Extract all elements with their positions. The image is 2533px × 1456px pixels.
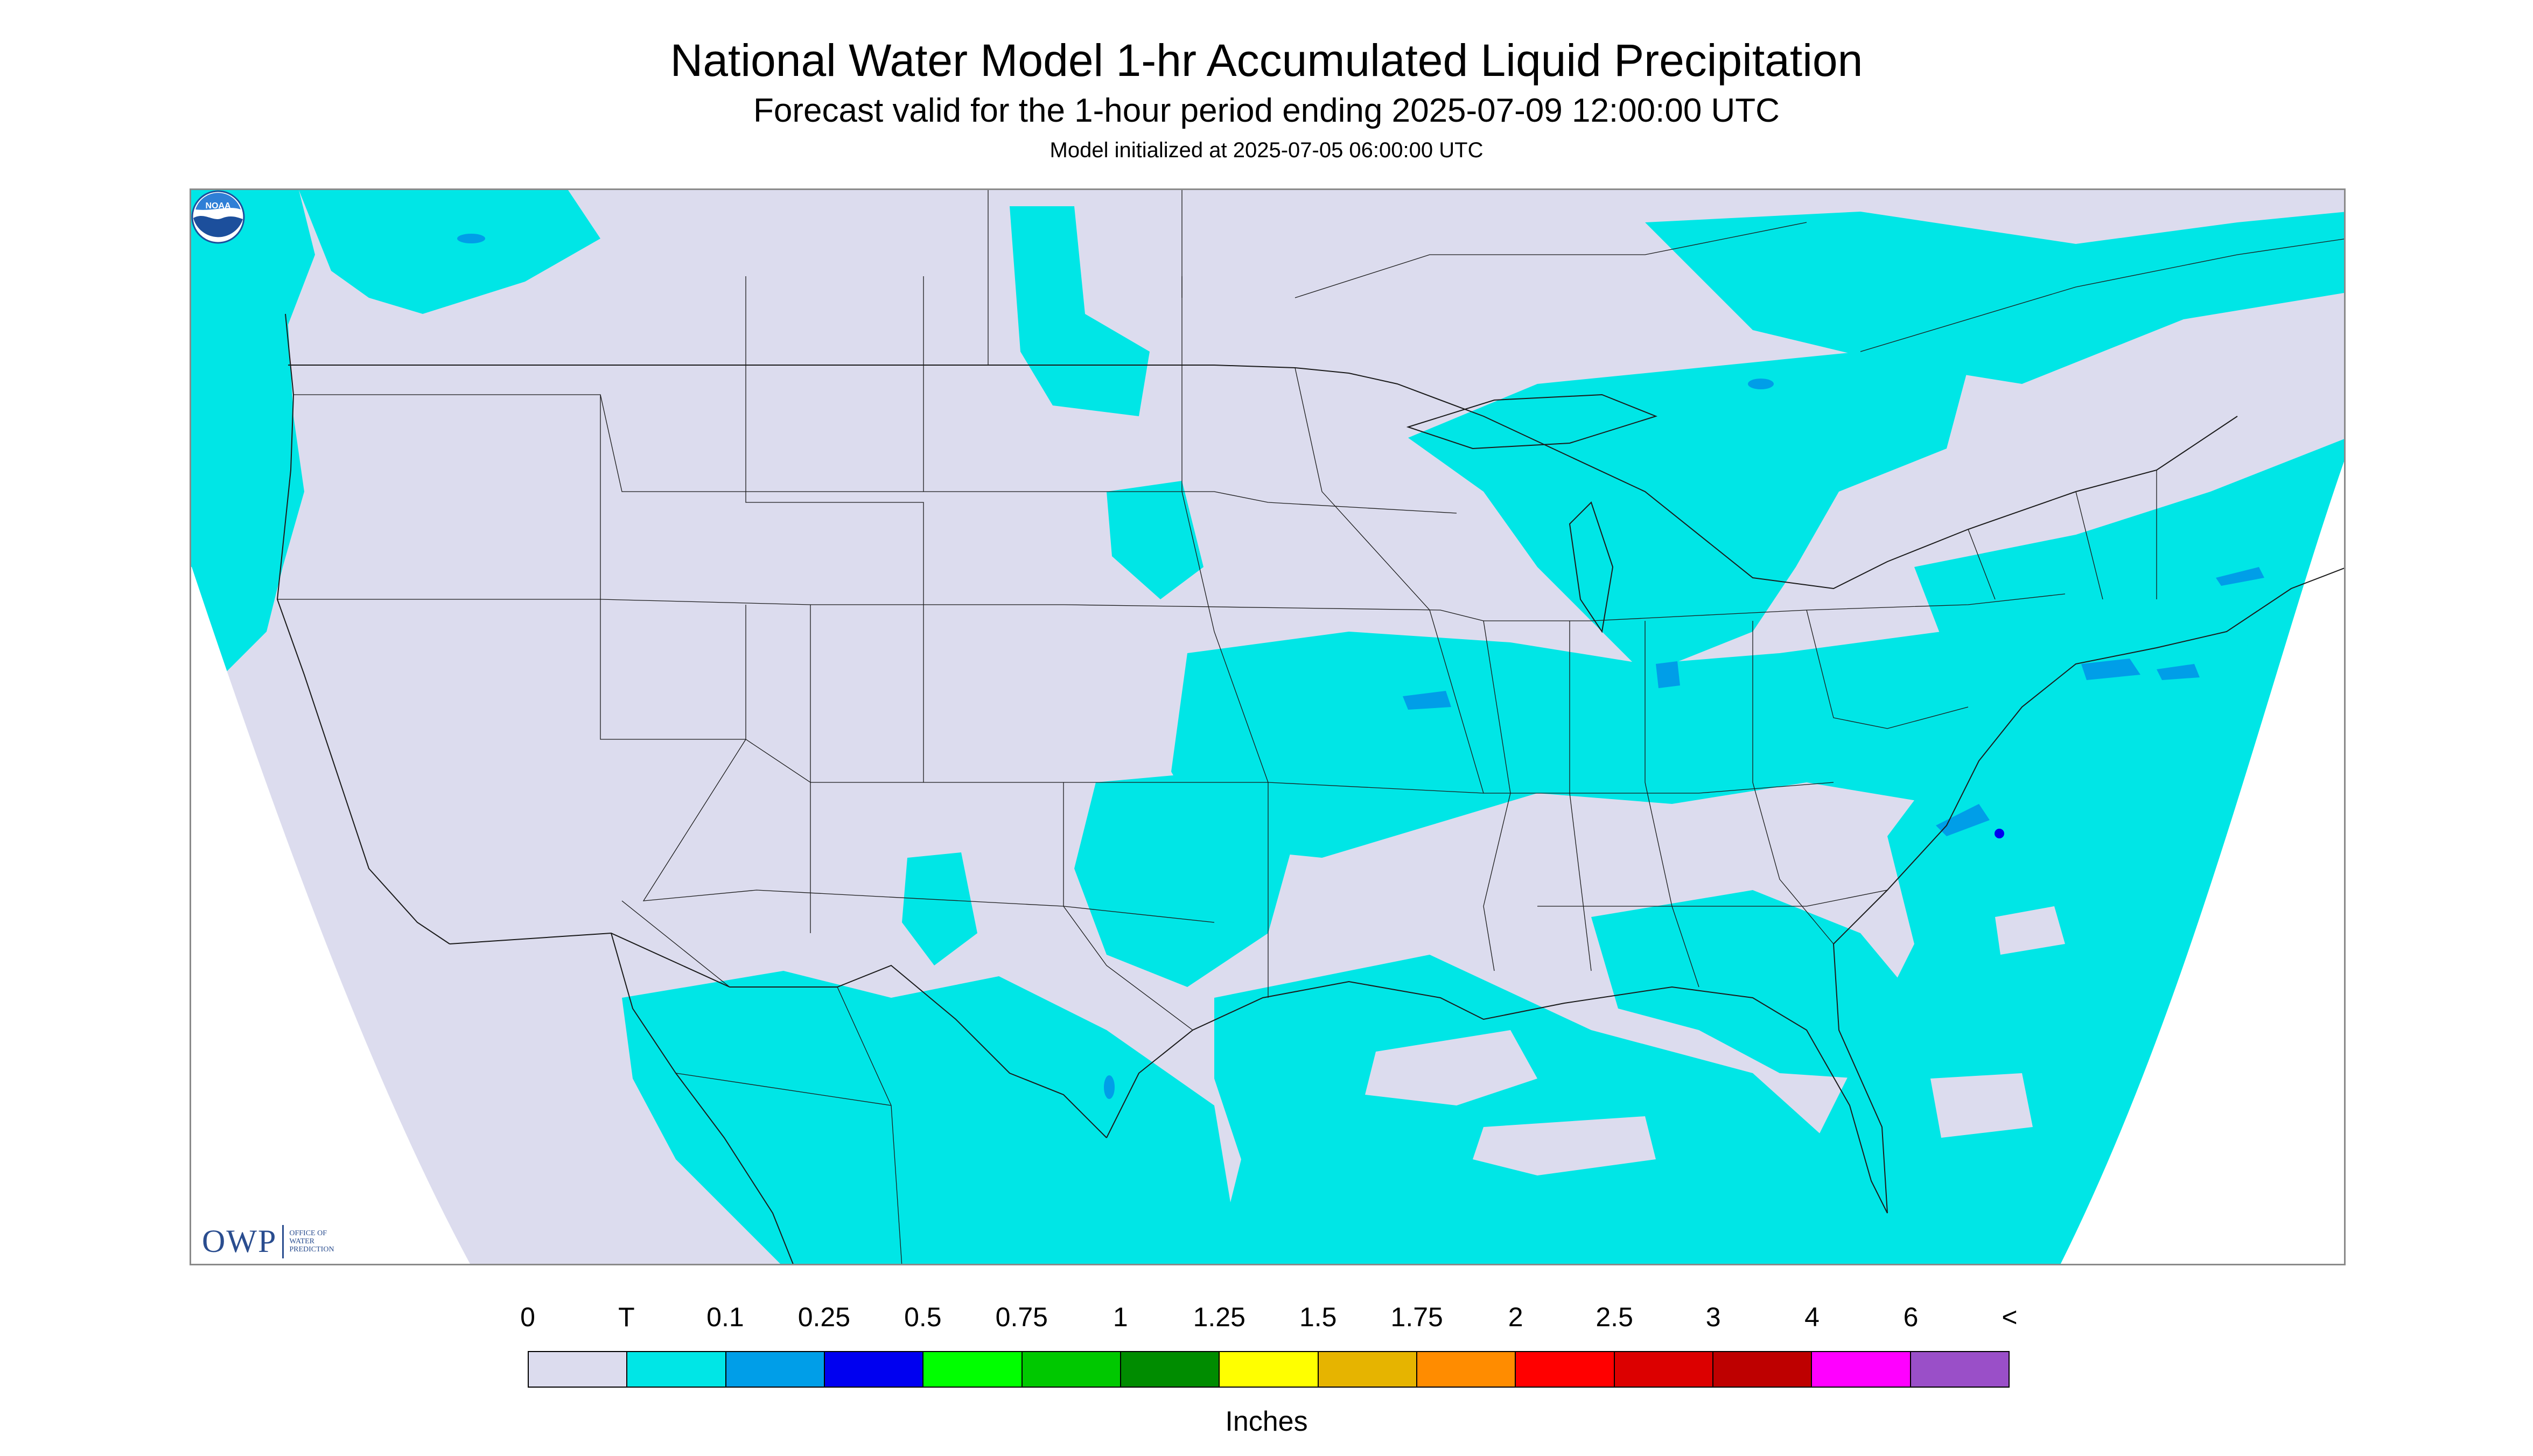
legend-label: 0.1 [706, 1302, 744, 1332]
heavy-cell-carolina [1995, 829, 2004, 838]
legend-swatch [529, 1352, 628, 1387]
precip-area-nd [1010, 206, 1150, 416]
legend-swatch [923, 1352, 1023, 1387]
precip-area-bc [299, 190, 600, 314]
dry-area-gulf-2 [1473, 1116, 1656, 1175]
precip-field [191, 190, 2344, 1264]
moderate-cell-midwest [1403, 691, 1451, 710]
legend-label: 2 [1508, 1302, 1523, 1332]
legend-swatch [1516, 1352, 1615, 1387]
legend-swatch [1318, 1352, 1417, 1387]
map-title: National Water Model 1-hr Accumulated Li… [670, 35, 1863, 86]
moderate-cell-bc [457, 234, 485, 243]
legend-swatch [726, 1352, 825, 1387]
us-mexico-border [449, 932, 1107, 1138]
map-subtitle: Forecast valid for the 1-hour period end… [753, 92, 1780, 129]
moderate-cell-atlantic-2 [2157, 664, 2200, 680]
domain-edge [191, 461, 2344, 1264]
legend-colorbar [528, 1351, 2010, 1388]
legend-swatch [824, 1352, 924, 1387]
precipitation-map: OWP OFFICE OF WATER PREDICTION NOAA [190, 188, 2346, 1265]
east-coastline [1832, 568, 2344, 1214]
dry-area-atlantic [1930, 1073, 2033, 1138]
legend-label: 0.75 [995, 1302, 1048, 1332]
legend-swatch [1812, 1352, 1911, 1387]
legend-swatch [627, 1352, 726, 1387]
legend-swatch [1713, 1352, 1813, 1387]
owp-logo-text: OFFICE OF WATER PREDICTION [289, 1229, 334, 1254]
lake-michigan [1569, 501, 1614, 633]
owp-logo-line-2: WATER [289, 1237, 315, 1245]
moderate-cell-illinois [1656, 661, 1680, 688]
moderate-cell-mexico [1104, 1075, 1115, 1099]
legend-label: 2.5 [1596, 1302, 1633, 1332]
moderate-cell-canada [1748, 379, 1774, 389]
owp-logo-divider [282, 1224, 284, 1258]
precip-area-texas [1074, 772, 1295, 987]
legend-label: 3 [1705, 1302, 1721, 1332]
west-coastline [276, 313, 450, 944]
precip-area-canada-east [1645, 212, 2344, 384]
noaa-logo-icon: NOAA [191, 190, 245, 244]
legend-label: T [618, 1302, 635, 1332]
legend-label: 0.25 [797, 1302, 851, 1332]
state-boundaries [277, 190, 2344, 1264]
legend-label: 6 [1903, 1302, 1919, 1332]
legend-swatch [1614, 1352, 1713, 1387]
precip-area-new-mexico [902, 852, 977, 965]
precip-area-mexico [622, 971, 1241, 1264]
legend-swatch [1022, 1352, 1121, 1387]
mexico-coastline [611, 933, 794, 1264]
noaa-logo-text: NOAA [205, 201, 231, 211]
legend-label: 1.5 [1299, 1302, 1337, 1332]
precip-area-southeast [1591, 890, 1914, 1079]
moderate-cell-ne [2216, 567, 2264, 586]
legend-label: 1.75 [1390, 1302, 1443, 1332]
moderate-cell-carolina [1936, 804, 1990, 836]
precip-area-midwest [1171, 632, 2076, 858]
dry-area-gulf [1365, 1030, 1537, 1105]
legend-units: Inches [1225, 1406, 1308, 1437]
boundaries [276, 313, 2344, 1264]
owp-logo-mark: OWP [202, 1223, 277, 1259]
us-canada-border [288, 365, 2238, 590]
legend-labels: 0 T 0.1 0.25 0.5 0.75 1 1.25 1.5 1.75 2 2.5 3 4 6 < [0, 1301, 2533, 1339]
legend-swatch [1911, 1352, 2009, 1387]
dry-area-atlantic-2 [1995, 906, 2065, 955]
legend-swatch [1417, 1352, 1516, 1387]
precip-area-gulf [1214, 955, 1860, 1264]
legend-label: < [2002, 1302, 2018, 1332]
legend-label: 1.25 [1193, 1302, 1245, 1332]
owp-logo-line-3: PREDICTION [289, 1245, 334, 1254]
legend-swatch [1121, 1352, 1220, 1387]
legend-label: 4 [1804, 1302, 1820, 1332]
lake-superior [1406, 394, 1657, 450]
owp-logo: OWP OFFICE OF WATER PREDICTION [202, 1223, 334, 1260]
precip-area-pacific [191, 190, 315, 675]
moderate-cell-atlantic-1 [2081, 659, 2140, 680]
gulf-coastline [1106, 981, 1888, 1214]
legend-label: 0.5 [904, 1302, 942, 1332]
map-canvas [191, 190, 2344, 1264]
precip-area-sd [1107, 481, 1203, 599]
model-init-text: Model initialized at 2025-07-05 06:00:00… [1049, 138, 1484, 162]
legend-label: 1 [1112, 1302, 1128, 1332]
precip-area-great-lakes [1408, 352, 1968, 675]
owp-logo-line-1: OFFICE OF [289, 1229, 327, 1237]
legend-label: 0 [520, 1302, 535, 1332]
legend-swatch [1220, 1352, 1319, 1387]
